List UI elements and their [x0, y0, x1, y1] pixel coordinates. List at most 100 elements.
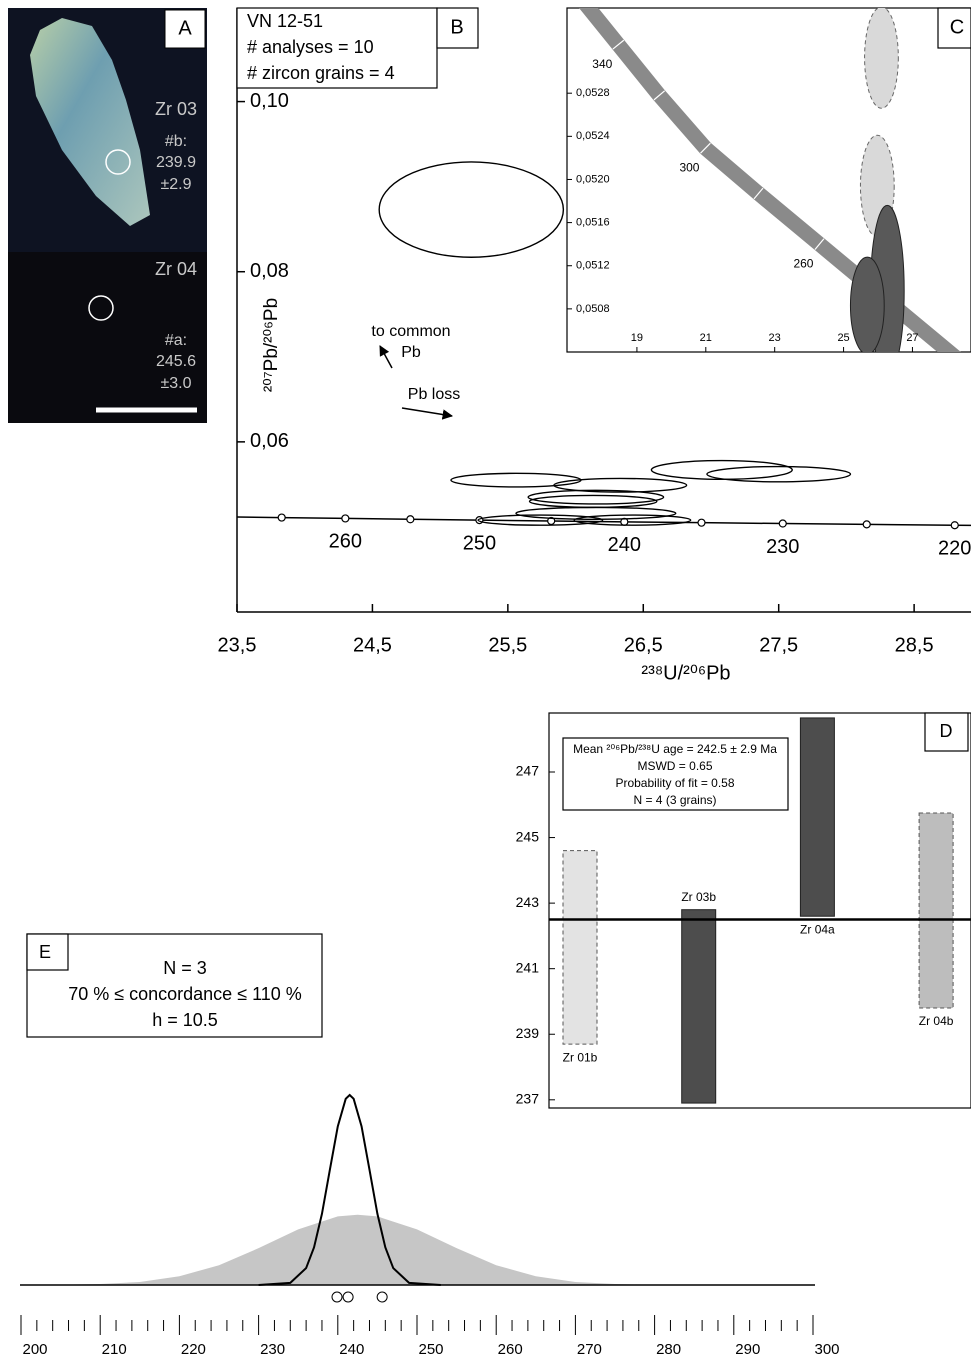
annotation: Pb — [401, 344, 421, 361]
grain-name: Zr 03 — [155, 99, 197, 119]
concordia-curve — [281, 516, 955, 526]
concordia-marker — [862, 520, 871, 529]
concordia-marker — [277, 513, 286, 522]
sample-name: VN 12-51 — [247, 11, 323, 31]
y-tick-label: 0,0516 — [576, 217, 610, 229]
info-text: N = 4 (3 grains) — [633, 793, 716, 807]
age-bar — [681, 909, 717, 1104]
error-ellipse — [864, 8, 899, 109]
x-tick-label: 19 — [631, 332, 643, 344]
annotation: to common — [371, 323, 450, 340]
concordia-extension — [236, 516, 282, 519]
info-text: N = 3 — [163, 958, 207, 978]
x-tick-label: 290 — [735, 1341, 760, 1358]
error-ellipse — [706, 465, 852, 483]
x-tick-label: 260 — [498, 1341, 523, 1358]
concordia-age-tick — [753, 187, 764, 200]
panel-letter: E — [39, 942, 51, 962]
info-text: 70 % ≤ concordance ≤ 110 % — [68, 984, 302, 1004]
x-axis-label: ²³⁸U/²⁰⁶Pb — [641, 662, 730, 684]
age-label: 220 — [938, 538, 971, 560]
x-tick-label: 220 — [181, 1341, 206, 1358]
info-box — [562, 737, 789, 811]
age-label: 240 — [608, 534, 641, 556]
density-curve — [258, 1093, 441, 1286]
age-label: 260 — [329, 531, 362, 553]
y-tick-label: 247 — [516, 763, 540, 779]
image-lower — [8, 252, 207, 423]
data-point — [376, 1291, 388, 1303]
spot-label: #b: — [165, 133, 187, 150]
x-tick-label: 21 — [700, 332, 712, 344]
info-text: # analyses = 10 — [247, 37, 374, 57]
y-tick-label: 0,0524 — [576, 130, 610, 142]
concordia-marker — [475, 516, 484, 525]
grain-labels: Zr 03 #b: 239.9 ±2.9 Zr 04 #a: 245.6 ±3.… — [155, 99, 197, 392]
spot-circle — [88, 295, 114, 321]
y-tick-label: 243 — [516, 894, 540, 910]
x-tick-label: 25 — [837, 332, 849, 344]
arrow — [401, 407, 454, 420]
error-ellipse — [849, 256, 885, 352]
error-ellipse — [573, 514, 692, 526]
x-tick-label: 270 — [577, 1341, 602, 1358]
spot-error: ±3.0 — [160, 375, 191, 392]
density-area — [60, 1214, 655, 1285]
y-tick-label: 0,10 — [250, 90, 289, 112]
bar-label: Zr 04a — [800, 922, 835, 936]
concordia-age-tick — [612, 39, 625, 50]
y-tick-label: 0,08 — [250, 260, 289, 282]
info-text: Mean ²⁰⁶Pb/²³⁸U age = 242.5 ± 2.9 Ma — [573, 742, 777, 756]
age-label: 250 — [463, 532, 496, 554]
x-tick-label: 24,5 — [353, 634, 392, 656]
panel-letter-box — [924, 712, 969, 752]
concordia-marker — [778, 519, 787, 528]
spot-age: 239.9 — [156, 154, 196, 171]
x-tick-label: 240 — [339, 1341, 364, 1358]
concordia-marker — [697, 518, 706, 527]
bar-label: Zr 04b — [919, 1014, 954, 1028]
error-ellipse — [378, 161, 565, 258]
error-ellipse — [515, 506, 677, 520]
x-tick-label: 23,5 — [218, 634, 257, 656]
panel-letter: A — [178, 17, 192, 39]
y-tick-label: 0,0512 — [576, 260, 610, 272]
x-tick-label: 27 — [906, 332, 918, 344]
x-tick-label: 300 — [814, 1341, 839, 1358]
bar-label: Zr 01b — [563, 1050, 598, 1064]
panel-letter-box — [26, 933, 69, 971]
x-tick-label: 210 — [102, 1341, 127, 1358]
concordia-age-tick — [700, 142, 711, 154]
x-tick-label: 27,5 — [759, 634, 798, 656]
info-text: # zircon grains = 4 — [247, 63, 395, 83]
arrow — [379, 345, 393, 369]
panel-letter-box — [436, 7, 479, 49]
inset-plot: 340 300 260 — [579, 8, 961, 352]
x-tick-label: 280 — [656, 1341, 681, 1358]
panel-letter: D — [940, 721, 953, 741]
panel-letter-box — [937, 7, 971, 49]
error-ellipse — [450, 472, 582, 488]
spot-error: ±2.9 — [160, 176, 191, 193]
info-text: Probability of fit = 0.58 — [615, 776, 734, 790]
panel-letter: C — [950, 16, 964, 38]
y-tick-label: 0,0520 — [576, 173, 610, 185]
data-point — [331, 1291, 343, 1303]
y-tick-label: 239 — [516, 1025, 540, 1041]
age-bar — [918, 812, 954, 1009]
x-tick-label: 200 — [22, 1341, 47, 1358]
x-tick-label: 23 — [769, 332, 781, 344]
annotation: Pb loss — [408, 386, 460, 403]
spot-label: #a: — [165, 332, 187, 349]
panel-letter-box — [164, 9, 206, 49]
bar-label: Zr 03b — [681, 890, 716, 904]
image-panel: A Zr 03 #b: 239.9 ±2.9 Zr 04 #a: 245.6 ±… — [8, 8, 207, 423]
error-ellipse — [477, 514, 604, 526]
panel-letter: B — [450, 16, 463, 38]
y-tick-label: 0,06 — [250, 430, 289, 452]
y-tick-label: 0,0528 — [576, 87, 610, 99]
age-label: 300 — [679, 160, 699, 174]
age-label: 230 — [766, 536, 799, 558]
